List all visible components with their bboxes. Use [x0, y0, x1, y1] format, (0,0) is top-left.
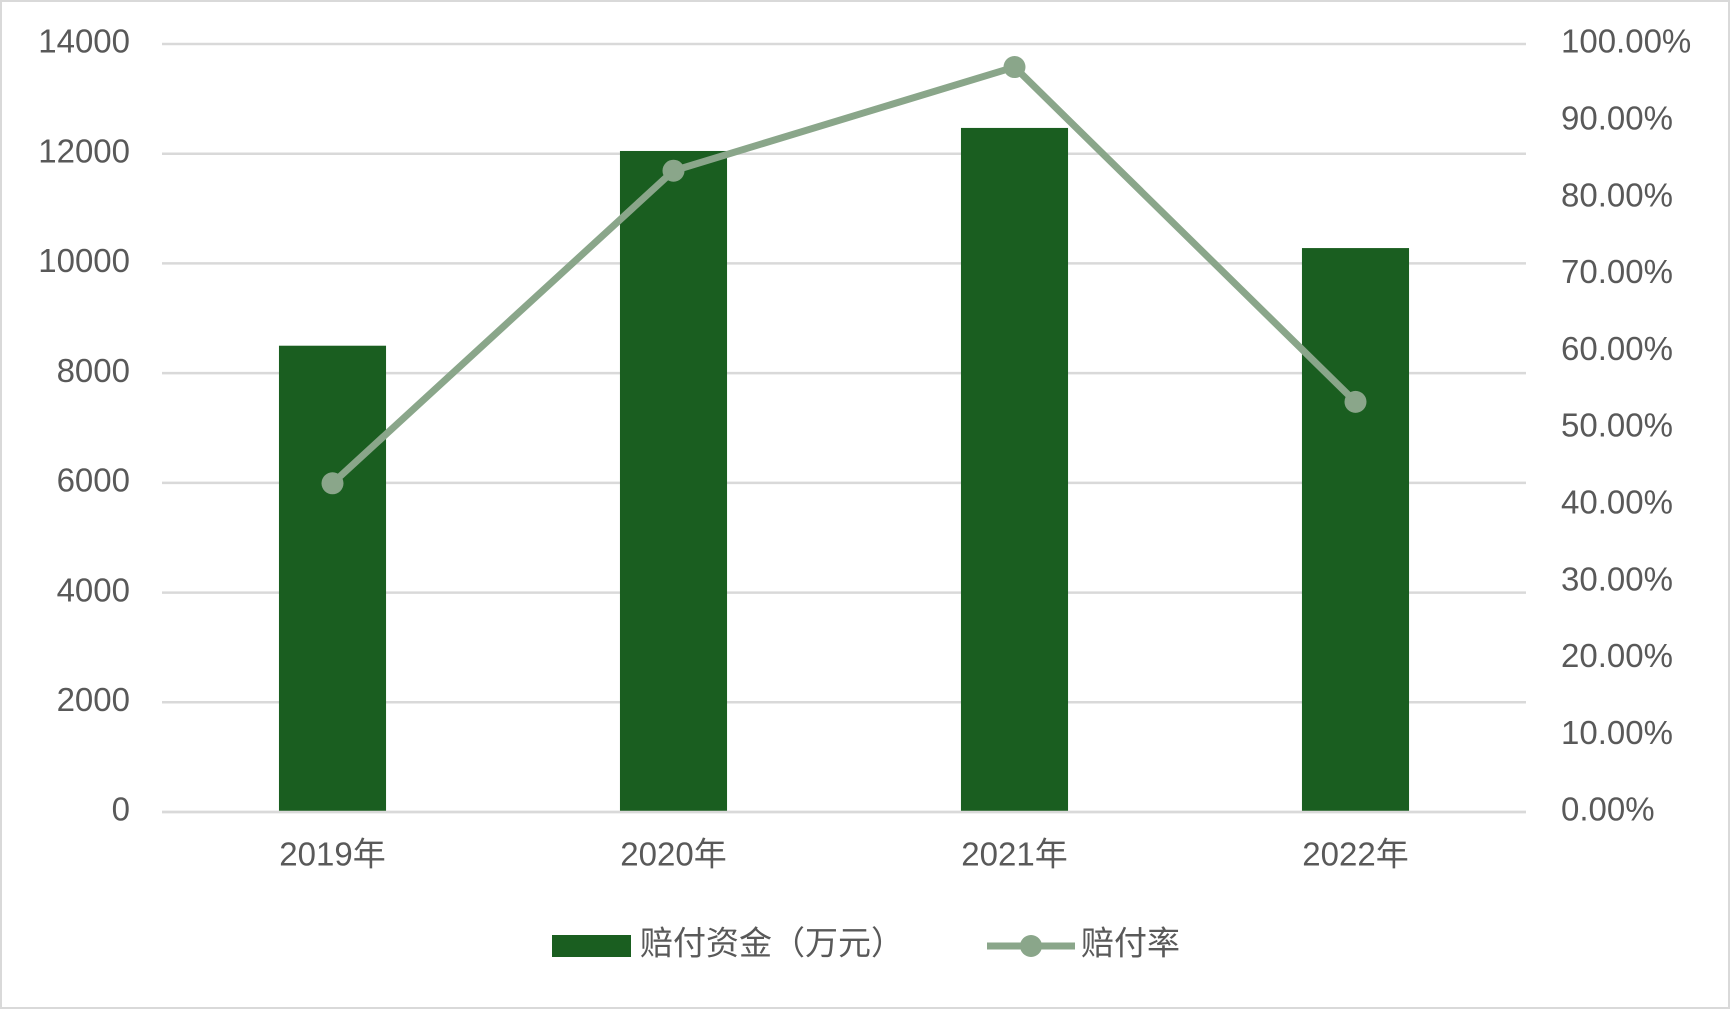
y2-tick-label: 20.00%	[1561, 637, 1673, 674]
y-tick-label: 10000	[38, 242, 130, 279]
line-marker	[1003, 56, 1026, 79]
y2-tick-label: 100.00%	[1561, 23, 1691, 60]
y2-tick-label: 80.00%	[1561, 176, 1673, 213]
y-tick-label: 14000	[38, 23, 130, 60]
y-tick-label: 8000	[57, 352, 130, 389]
x-tick-label: 2019年	[279, 836, 385, 873]
y2-tick-label: 10.00%	[1561, 714, 1673, 751]
line-marker	[321, 472, 344, 495]
line	[330, 63, 1358, 486]
y2-tick-label: 70.00%	[1561, 253, 1673, 290]
legend-marker	[1020, 935, 1042, 957]
y2-tick-label: 90.00%	[1561, 100, 1673, 137]
y2-tick-label: 60.00%	[1561, 330, 1673, 367]
bar	[619, 150, 728, 812]
x-tick-label: 2021年	[961, 836, 1067, 873]
y-tick-label: 6000	[57, 462, 130, 499]
legend-swatch	[552, 935, 631, 957]
y-tick-label: 12000	[38, 132, 130, 169]
y-tick-label: 2000	[57, 681, 130, 718]
bar	[1301, 248, 1410, 812]
legend-label: 赔付率	[1081, 925, 1180, 962]
bar	[278, 345, 387, 812]
x-tick-label: 2020年	[620, 836, 726, 873]
line-marker	[1344, 390, 1367, 413]
y2-tick-label: 30.00%	[1561, 560, 1673, 597]
y2-tick-label: 40.00%	[1561, 484, 1673, 521]
bar	[960, 127, 1069, 813]
line-marker	[662, 159, 685, 182]
x-tick-label: 2022年	[1302, 836, 1408, 873]
y-tick-label: 0	[112, 791, 130, 828]
y-tick-label: 4000	[57, 571, 130, 608]
y2-tick-label: 0.00%	[1561, 791, 1655, 828]
legend-label: 赔付资金（万元）	[640, 925, 904, 962]
y2-tick-label: 50.00%	[1561, 407, 1673, 444]
